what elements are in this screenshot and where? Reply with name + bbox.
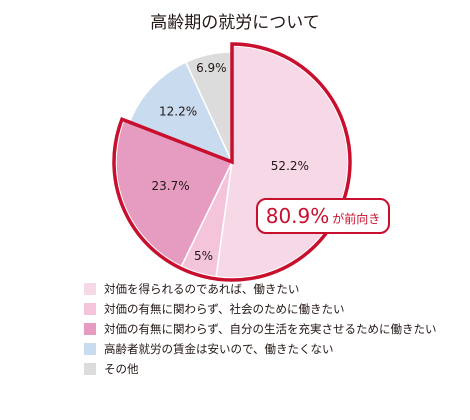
callout-text: 80.9% が前向き (266, 204, 381, 228)
callout: 80.9% が前向き (256, 198, 390, 234)
legend-item: その他 (84, 362, 464, 377)
legend-item: 対価の有無に関わらず、社会のために働きたい (84, 302, 464, 317)
legend: 対価を得られるのであれば、働きたい対価の有無に関わらず、社会のために働きたい対価… (84, 282, 464, 382)
legend-swatch (84, 283, 96, 295)
legend-swatch (84, 323, 96, 335)
legend-label: 高齢者就労の賃金は安いので、働きたくない (104, 342, 334, 356)
legend-item: 対価の有無に関わらず、自分の生活を充実させるために働きたい (84, 322, 464, 337)
legend-swatch (84, 303, 96, 315)
legend-swatch (84, 363, 96, 375)
legend-label: 対価を得られるのであれば、働きたい (104, 282, 300, 296)
chart-title: 高齢期の就労について (150, 13, 320, 33)
legend-swatch (84, 343, 96, 355)
legend-item: 対価を得られるのであれば、働きたい (84, 282, 464, 297)
legend-item: 高齢者就労の賃金は安いので、働きたくない (84, 342, 464, 357)
pie-slice-3 (115, 119, 234, 268)
pie-slice-4 (128, 61, 234, 164)
legend-label: その他 (104, 362, 139, 376)
callout-box (256, 198, 390, 234)
callout-label: が前向き (332, 211, 380, 226)
highlight-outline (112, 42, 352, 282)
slice-label-4: 12.2% (159, 104, 197, 118)
callout-value: 80.9% (266, 204, 330, 228)
slice-label-5: 6.9% (196, 61, 227, 75)
slice-label-3: 23.7% (151, 179, 189, 193)
slice-label-2: 5% (194, 249, 213, 263)
slice-label-1: 52.2% (271, 159, 309, 173)
legend-label: 対価の有無に関わらず、社会のために働きたい (104, 302, 345, 316)
legend-label: 対価の有無に関わらず、自分の生活を充実させるために働きたい (104, 322, 437, 336)
